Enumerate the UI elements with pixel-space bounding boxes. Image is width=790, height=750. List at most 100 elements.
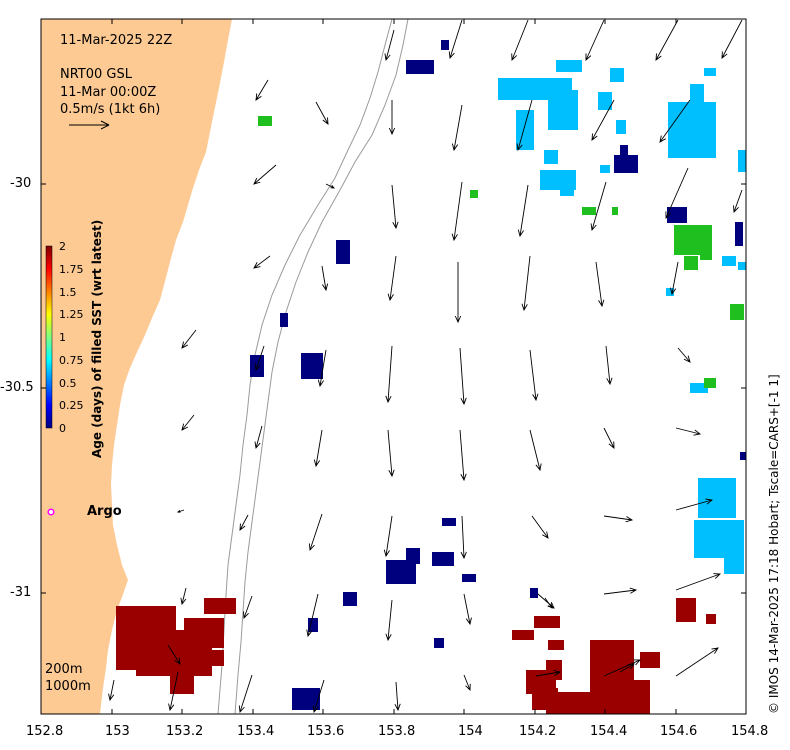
sst-age-cell	[582, 207, 596, 215]
sst-age-cell	[620, 145, 628, 155]
current-vector	[460, 515, 467, 560]
current-vector	[670, 261, 679, 296]
colorbar-tick-label: 1.25	[59, 308, 84, 321]
current-vector	[603, 427, 615, 449]
sst-age-cell	[301, 353, 323, 379]
sst-age-cell	[516, 110, 534, 150]
argo-float-marker	[47, 508, 55, 516]
current-vector	[176, 509, 185, 513]
axis-ticks	[40, 19, 747, 714]
sst-age-cell	[560, 180, 574, 196]
sst-age-cell	[676, 598, 696, 622]
current-vector	[659, 99, 691, 143]
sst-age-cell	[738, 262, 746, 270]
sst-age-cell	[600, 165, 610, 173]
current-vector	[167, 644, 181, 665]
current-vector	[677, 347, 691, 363]
current-vector	[459, 347, 467, 406]
colorbar-tick-label: 1.5	[59, 286, 77, 299]
sst-age-cell	[740, 452, 746, 460]
x-tick-label: 154.6	[660, 724, 698, 739]
x-tick-label: 153	[105, 724, 130, 739]
current-vector	[243, 595, 253, 620]
current-vector	[253, 255, 271, 269]
isobath-1000m	[234, 19, 409, 714]
current-vectors	[108, 19, 743, 714]
colorbar-tick-label: 0.5	[59, 377, 77, 390]
current-vector	[312, 679, 325, 714]
current-vector	[517, 184, 529, 238]
sst-age-cell	[735, 222, 743, 246]
sst-age-cell	[614, 155, 638, 173]
current-vector	[603, 515, 634, 523]
current-vector	[387, 255, 397, 302]
colorbar-tick-label: 1.75	[59, 263, 84, 276]
sst-age-cell	[406, 548, 420, 564]
sst-age-cell	[544, 150, 558, 164]
sst-age-cell	[462, 574, 476, 582]
current-vector	[603, 659, 642, 677]
scale-arrow	[69, 120, 110, 130]
sst-age-cell	[258, 116, 272, 126]
current-vector	[451, 181, 463, 242]
current-vector	[388, 100, 396, 136]
current-vector	[168, 671, 179, 712]
current-vector	[385, 599, 393, 642]
sst-age-cell	[548, 90, 578, 130]
x-tick-label: 154.8	[731, 724, 769, 739]
sst-age-cells	[116, 40, 746, 714]
map-timestamp: 11-Mar-2025 22Z	[60, 33, 173, 48]
sst-age-cell	[690, 84, 704, 102]
current-vector	[254, 345, 265, 372]
sst-age-cell	[598, 92, 612, 110]
colorbar-tick-label: 0.75	[59, 354, 84, 367]
sst-age-cell	[210, 650, 224, 666]
current-vector	[544, 597, 553, 609]
sst-age-cell	[724, 558, 744, 574]
y-tick-label: -31	[10, 585, 32, 600]
current-vector	[325, 183, 335, 189]
sst-age-cell	[336, 240, 350, 264]
current-vector	[391, 184, 399, 230]
isobath-1000m-label: 1000m	[45, 679, 91, 694]
current-vector	[253, 164, 277, 185]
current-vector	[675, 647, 719, 677]
x-tick-label: 152.8	[26, 724, 64, 739]
current-vector	[595, 261, 605, 308]
current-vector	[603, 587, 638, 595]
credit-text: © IMOS 14-Mar-2025 17:18 Hobart; Tscale=…	[767, 374, 781, 714]
sst-age-cell	[530, 588, 538, 598]
sst-age-cell	[406, 60, 434, 74]
colorbar	[45, 245, 53, 429]
sst-age-cell	[738, 150, 746, 172]
current-vector	[180, 587, 187, 606]
sst-age-cell	[308, 618, 318, 632]
current-vector	[459, 429, 467, 482]
current-vector	[317, 349, 327, 388]
sst-age-cell	[343, 592, 357, 606]
sst-age-cell	[432, 552, 454, 566]
current-vector	[384, 29, 395, 62]
colorbar-tick-label: 2	[59, 240, 66, 253]
x-tick-label: 153.2	[166, 724, 204, 739]
sst-age-cell	[204, 598, 236, 614]
current-vector	[665, 167, 689, 220]
current-vector	[521, 255, 531, 312]
sst-age-cell	[470, 190, 478, 198]
sst-age-cell	[668, 102, 716, 158]
sst-age-cell	[616, 120, 626, 134]
current-vector	[591, 99, 615, 141]
current-vector	[529, 429, 542, 472]
sst-age-cell	[610, 680, 650, 714]
sst-age-cell	[690, 383, 708, 393]
y-tick-label: -30.5	[0, 380, 34, 395]
sst-age-cell	[706, 614, 716, 624]
current-time: 11-Mar 00:00Z	[60, 85, 157, 100]
current-vector	[451, 104, 463, 152]
x-tick-label: 153.6	[307, 724, 345, 739]
sst-age-cell	[612, 207, 618, 215]
sst-age-cell	[434, 638, 444, 648]
sst-age-cell	[640, 652, 660, 668]
sst-age-cell	[666, 288, 674, 296]
